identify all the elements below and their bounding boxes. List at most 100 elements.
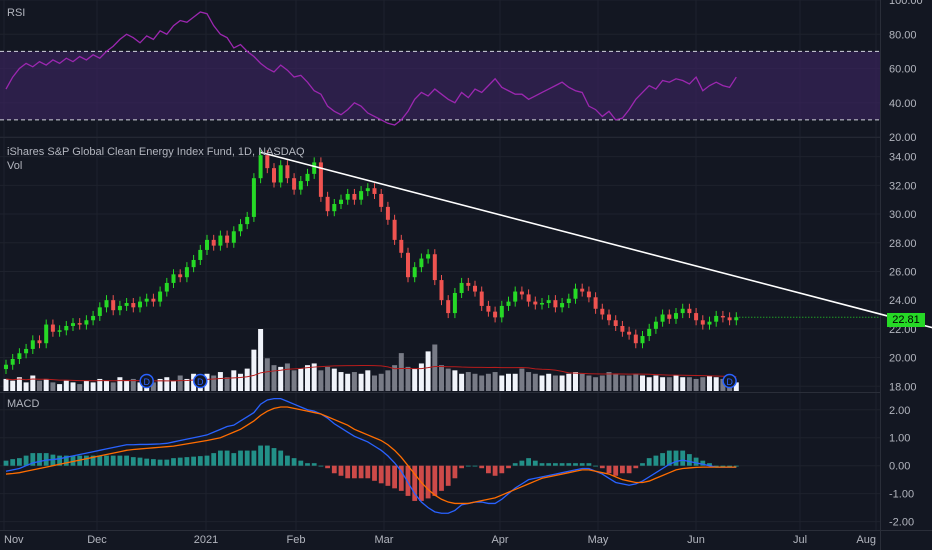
candle-body	[613, 320, 618, 326]
candle-body	[97, 307, 102, 316]
x-tick-label: Apr	[491, 534, 508, 546]
macd-histogram-bar	[405, 465, 411, 496]
volume-bar	[459, 373, 465, 391]
candle	[171, 269, 176, 288]
volume-bar	[157, 378, 163, 391]
volume-bar	[713, 377, 719, 391]
candle	[399, 234, 404, 258]
macd-histogram-bar	[70, 455, 76, 466]
candle	[560, 298, 565, 313]
candle	[352, 188, 357, 205]
candle	[419, 253, 424, 273]
macd-histogram-bar	[285, 455, 290, 466]
candle-body	[580, 288, 585, 292]
macd-histogram-bar	[171, 458, 176, 466]
candle	[164, 277, 169, 297]
candle-body	[305, 173, 310, 182]
volume-bar	[23, 382, 29, 391]
candle	[218, 230, 223, 251]
macd-histogram-bar	[238, 450, 243, 466]
volume-bar	[532, 373, 538, 391]
volume-bar	[97, 378, 103, 391]
macd-histogram-bar	[345, 465, 351, 479]
candle	[258, 150, 263, 184]
volume-bar	[184, 378, 190, 391]
volume-bar	[398, 353, 404, 391]
macd-histogram-bar	[633, 465, 639, 469]
volume-bar	[124, 380, 130, 391]
last-price-badge: 22.81	[887, 313, 925, 327]
macd-histogram-bar	[258, 445, 263, 466]
volume-bar	[90, 382, 96, 391]
volume-bar	[278, 366, 284, 391]
candle-body	[513, 291, 518, 302]
candle-body	[734, 317, 739, 321]
candle-body	[493, 311, 498, 318]
volume-bar	[110, 382, 116, 391]
macd-signal-line	[5, 406, 737, 505]
candle-body	[707, 321, 712, 325]
volume-bar	[385, 370, 391, 391]
macd-histogram-bar	[727, 465, 732, 467]
candle	[714, 310, 719, 327]
candle-body	[446, 300, 451, 314]
macd-histogram-bar	[707, 463, 712, 466]
candle	[238, 219, 243, 237]
candle-body	[473, 285, 477, 292]
candle-body	[660, 314, 665, 322]
candle-body	[647, 328, 652, 337]
candle	[372, 183, 377, 199]
volume-bar	[693, 378, 699, 391]
volume-bar	[666, 377, 672, 391]
candle-body	[633, 334, 638, 344]
candle-body	[627, 331, 632, 335]
volume-bar	[258, 329, 264, 391]
candle-body	[392, 219, 397, 240]
volume-bar	[405, 366, 411, 391]
candle	[198, 244, 203, 265]
macd-histogram-bar	[378, 465, 384, 484]
candle	[486, 300, 491, 317]
macd-histogram-bar	[720, 465, 726, 467]
volume-bar	[70, 382, 76, 391]
volume-bar	[606, 372, 612, 391]
x-tick-label: Mar	[375, 534, 394, 546]
candle-body	[486, 305, 491, 312]
macd-histogram-bar	[620, 465, 625, 474]
macd-histogram-bar	[559, 463, 565, 466]
candle-body	[211, 239, 216, 246]
dividend-marker-circle	[139, 373, 154, 389]
candle-body	[17, 353, 22, 359]
candle	[30, 335, 35, 354]
volume-bar	[593, 377, 599, 391]
candle-body	[318, 162, 323, 197]
candle	[580, 283, 585, 297]
macd-histogram-bar	[512, 463, 518, 466]
candle-body	[91, 315, 96, 321]
candle-body	[292, 178, 297, 190]
volume-bar	[305, 365, 310, 391]
price-y-tick: 18.00	[889, 381, 917, 393]
volume-bar	[37, 380, 42, 391]
price-y-tick: 26.00	[889, 266, 917, 278]
dividend-marker-letter: D	[197, 377, 204, 387]
candle-body	[325, 196, 330, 212]
macd-histogram-bar	[532, 460, 538, 466]
candle	[406, 247, 410, 283]
volume-bar	[700, 377, 706, 391]
candle	[432, 249, 437, 286]
candle	[191, 254, 196, 273]
candle-body	[131, 303, 136, 308]
volume-bar	[512, 373, 518, 391]
candle-body	[231, 231, 236, 243]
macd-histogram-bar	[224, 450, 230, 466]
candle-body	[4, 364, 8, 370]
macd-histogram-bar	[197, 456, 203, 466]
candle-body	[339, 199, 343, 205]
rsi-y-tick: 100.00	[889, 0, 923, 7]
volume-bar	[392, 365, 398, 391]
candle	[184, 262, 189, 283]
macd-histogram-bar	[365, 465, 371, 479]
macd-histogram-bar	[499, 465, 505, 474]
